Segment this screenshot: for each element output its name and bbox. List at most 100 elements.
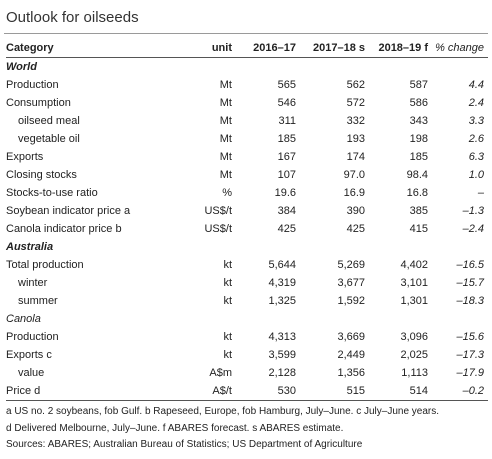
row-label: Soybean indicator price a <box>6 205 131 217</box>
table-row: Price d A$/t 530 515 514 –0.2 <box>6 382 488 401</box>
cell: 167 <box>277 151 296 163</box>
cell: 19.6 <box>274 187 296 199</box>
cell: 1,592 <box>337 295 365 307</box>
cell: 98.4 <box>406 169 428 181</box>
row-label: Total production <box>6 259 84 271</box>
cell: % <box>222 187 232 199</box>
cell: 546 <box>277 97 296 109</box>
cell: 2,025 <box>400 349 428 361</box>
cell: Mt <box>219 151 232 163</box>
cell: 3.3 <box>468 115 484 127</box>
row-label: Consumption <box>6 97 71 109</box>
cell: A$m <box>209 367 232 379</box>
footnote: a US no. 2 soybeans, fob Gulf. b Rapesee… <box>6 406 440 417</box>
row-label: vegetable oil <box>18 133 80 145</box>
table-row: Stocks-to-use ratio% 19.6 16.9 16.8 – <box>6 184 488 202</box>
cell: 343 <box>409 115 428 127</box>
row-label: Production <box>6 331 59 343</box>
cell: Mt <box>219 133 232 145</box>
cell: 107 <box>277 169 296 181</box>
row-label: summer <box>18 295 58 307</box>
row-label: value <box>18 367 45 379</box>
row-label: oilseed meal <box>18 115 80 127</box>
cell: Mt <box>219 97 232 109</box>
section-row: Canola <box>6 310 488 328</box>
cell: –18.3 <box>456 295 484 307</box>
cell: 3,599 <box>268 349 296 361</box>
header-cell: % change <box>435 42 484 54</box>
cell: –1.3 <box>462 205 484 217</box>
cell: 384 <box>277 205 296 217</box>
cell: 572 <box>346 97 365 109</box>
cell: 193 <box>346 133 365 145</box>
cell: 1.0 <box>468 169 484 181</box>
cell: kt <box>223 331 232 343</box>
cell: 3,669 <box>337 331 365 343</box>
cell: –15.7 <box>456 277 484 289</box>
header-cell: 2017–18 s <box>313 42 365 54</box>
cell: 2,128 <box>268 367 296 379</box>
cell: –17.9 <box>456 367 484 379</box>
cell: US$/t <box>204 223 232 235</box>
table-row: Production kt 4,313 3,669 3,096 –15.6 <box>6 328 488 346</box>
header-cell: 2018–19 f <box>378 42 428 54</box>
cell: –17.3 <box>456 349 484 361</box>
row-label: Canola indicator price b <box>6 223 122 235</box>
cell: kt <box>223 349 232 361</box>
section-row: World <box>6 58 488 76</box>
header-row: Category unit 2016–17 2017–18 s 2018–19 f % c… <box>6 39 488 58</box>
cell: 4,313 <box>268 331 296 343</box>
table-row: oilseed meal Mt 311 332 343 3.3 <box>6 112 488 130</box>
cell: 565 <box>277 79 296 91</box>
header-cell: 2016–17 <box>253 42 296 54</box>
cell: US$/t <box>204 205 232 217</box>
cell: 514 <box>409 385 428 397</box>
row-label: Closing stocks <box>6 169 77 181</box>
table-row: value A$m 2,128 1,356 1,113 –17.9 <box>6 364 488 382</box>
cell: 3,677 <box>337 277 365 289</box>
cell: 5,644 <box>268 259 296 271</box>
section-title: Australia <box>6 241 54 253</box>
cell: 1,301 <box>400 295 428 307</box>
cell: –16.5 <box>456 259 484 271</box>
cell: kt <box>223 295 232 307</box>
cell: 174 <box>346 151 365 163</box>
cell: Mt <box>219 169 232 181</box>
footnote: d Delivered Melbourne, July–June. f ABAR… <box>6 422 344 434</box>
cell: 97.0 <box>343 169 365 181</box>
cell: 385 <box>409 205 428 217</box>
table-row: Production Mt 565 562 587 4.4 <box>6 76 488 94</box>
cell: kt <box>223 259 232 271</box>
row-label: Exports <box>6 151 44 163</box>
table-row: Soybean indicator price a US$/t 384 390 385 –… <box>6 202 488 220</box>
cell: 4,402 <box>400 259 428 271</box>
row-label: Stocks-to-use ratio <box>6 187 98 199</box>
cell: 5,269 <box>337 259 365 271</box>
table-row: Exports c kt 3,599 2,449 2,025 –17.3 <box>6 346 488 364</box>
cell: 4,319 <box>268 277 296 289</box>
cell: 2.4 <box>468 97 484 109</box>
table-row: Total production kt 5,644 5,269 4,402 –16.5 <box>6 256 488 274</box>
cell: 1,113 <box>401 367 428 379</box>
table-row: summer kt 1,325 1,592 1,301 –18.3 <box>6 292 488 310</box>
cell: 425 <box>346 223 365 235</box>
cell: A$/t <box>212 385 232 397</box>
header-cell: Category <box>6 42 54 54</box>
cell: 530 <box>277 385 296 397</box>
table-row: vegetable oil Mt 185 193 198 2.6 <box>6 130 488 148</box>
table-title: Outlook for oilseeds <box>6 9 139 26</box>
table-row: winter kt 4,319 3,677 3,101 –15.7 <box>6 274 488 292</box>
cell: kt <box>223 277 232 289</box>
cell: 311 <box>278 115 296 127</box>
cell: Mt <box>219 79 232 91</box>
row-label: Production <box>6 79 59 91</box>
cell: 198 <box>409 133 428 145</box>
cell: –15.6 <box>456 331 484 343</box>
cell: 332 <box>346 115 365 127</box>
row-label: Price d <box>6 385 41 397</box>
cell: 415 <box>409 223 428 235</box>
cell: –0.2 <box>462 385 484 397</box>
cell: 515 <box>346 385 365 397</box>
table-row: Closing stocks Mt 107 97.0 98.4 1.0 <box>6 166 488 184</box>
